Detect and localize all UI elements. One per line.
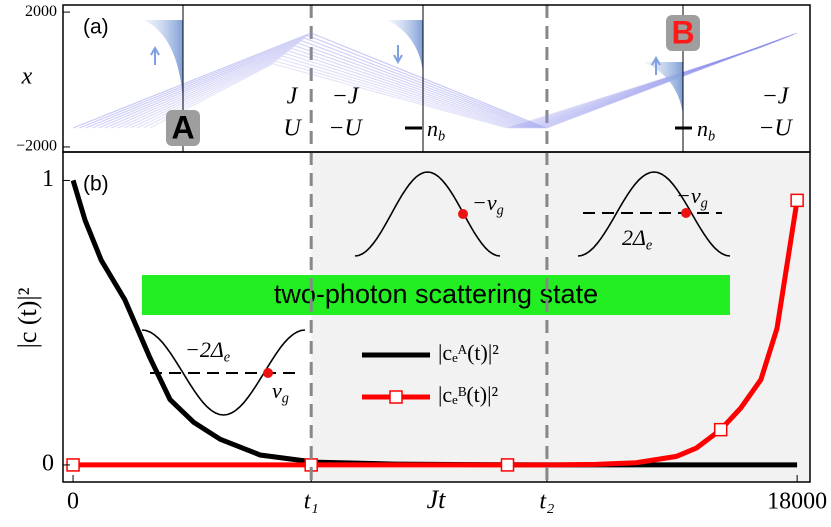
legend-label: |cₑᴮ(t)|²: [438, 382, 498, 407]
y-tick-label: 1: [42, 166, 54, 192]
inset-label-main: −v: [472, 190, 497, 215]
trajectory-band: [149, 47, 759, 129]
banner: [142, 275, 730, 315]
hamiltonian-label: U: [283, 116, 302, 142]
wavepacket: [643, 62, 683, 115]
label-box: [166, 110, 200, 146]
nb-label: nb: [697, 116, 715, 145]
state-dot: [681, 208, 691, 218]
dispersion-curve: [354, 171, 501, 257]
y-tick-label: −2000: [16, 138, 57, 155]
nb-label-main: n: [427, 116, 438, 141]
nb-label: nb: [427, 116, 445, 145]
trajectory-band: [136, 45, 766, 129]
inset-label-sub: g: [701, 196, 708, 212]
nb-label-sub: b: [438, 129, 445, 145]
trajectory-band: [91, 36, 788, 129]
panel-title: (b): [83, 173, 109, 196]
series-line: [73, 200, 800, 468]
y-axis-label: x: [21, 64, 33, 90]
dispersion-curve: [141, 329, 306, 416]
y-axis-label: |c (t)|²: [13, 287, 42, 348]
inset-label: −vg: [676, 183, 708, 212]
trajectory-band: [130, 43, 769, 129]
x-tick-label: 18000: [767, 489, 827, 515]
marker-label: B: [671, 14, 694, 50]
arrow: [393, 45, 403, 65]
x-tick-label: t₁: [304, 489, 319, 515]
trajectory-band: [79, 33, 795, 129]
marker-label: A: [171, 109, 194, 145]
label-box: [666, 15, 700, 51]
trajectory-band: [117, 41, 775, 129]
wavepacket: [143, 20, 183, 100]
hamiltonian-label: −U: [328, 116, 363, 142]
inset-label-main: v: [272, 378, 282, 403]
state-dot: [458, 209, 468, 219]
hamiltonian-label: −U: [758, 116, 793, 142]
trajectory-band: [111, 40, 778, 129]
panel-title: (a): [83, 16, 109, 39]
banner-text: two-photon scattering state: [274, 279, 598, 309]
inset-label: vg: [272, 378, 289, 407]
y-tick-label: 0: [42, 450, 54, 476]
inset-label-sub: e: [224, 350, 231, 366]
x-axis-label: Jt: [427, 485, 447, 514]
trajectory-band: [143, 46, 762, 129]
series-marker: [713, 422, 728, 437]
legend-marker: [389, 390, 403, 404]
inset-label-sub: g: [282, 391, 289, 407]
series-marker: [790, 193, 804, 208]
legend-label: |cₑᴬ(t)|²: [438, 340, 499, 365]
wavepacket: [387, 20, 423, 72]
x-tick-label: 0: [67, 489, 79, 515]
panel-a-frame: [62, 4, 811, 153]
trajectory-band: [98, 37, 785, 129]
trajectory-band: [85, 34, 791, 129]
x-tick-label: t₂: [539, 489, 554, 515]
nb-label-sub: b: [708, 129, 715, 145]
trajectory-band: [123, 42, 772, 129]
state-dot: [263, 368, 273, 378]
inset-label: 2Δe: [622, 225, 653, 254]
nb-label-main: n: [697, 116, 708, 141]
series-marker: [500, 458, 515, 472]
hamiltonian-label: −J: [332, 84, 360, 110]
inset-label: −2Δe: [185, 337, 231, 366]
arrow: [651, 55, 661, 75]
inset-label-main: −2Δ: [185, 337, 224, 362]
y-tick-label: 2000: [25, 3, 57, 20]
inset-label-main: −v: [676, 183, 701, 208]
inset-label-sub: g: [497, 203, 504, 219]
trajectory-band: [104, 38, 782, 129]
dispersion-curve: [577, 171, 731, 257]
inset-label-main: 2Δ: [622, 225, 646, 250]
inset-label: −vg: [472, 190, 504, 219]
hamiltonian-label: −J: [762, 84, 790, 110]
inset-label-sub: e: [646, 238, 653, 254]
arrow: [150, 45, 160, 65]
shaded-region: [311, 152, 810, 482]
hamiltonian-label: J: [287, 84, 299, 110]
